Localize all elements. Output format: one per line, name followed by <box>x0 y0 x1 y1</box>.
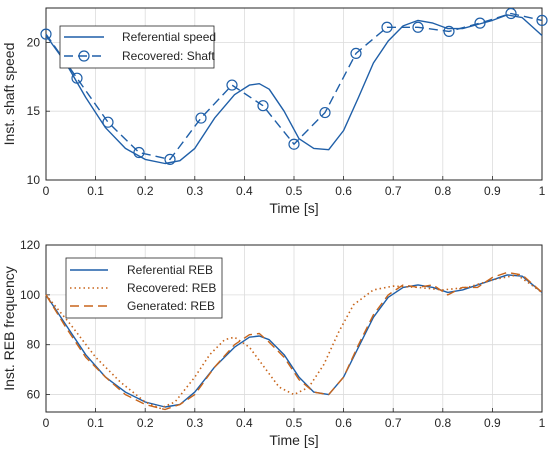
series-line-recovered-shaft <box>45 12 543 161</box>
chart-1: 0 0.1 0.2 0.3 0.4 0.5 0.6 0.7 0.8 0.9 1 10 15 20 Tim… <box>1 7 548 216</box>
x-tick-label: 0.4 <box>236 184 253 198</box>
data-point <box>164 153 176 165</box>
x-tick-label: 0.4 <box>236 416 253 430</box>
legend-label: Generated: REB <box>127 299 215 313</box>
y-tick-label: 100 <box>20 288 40 302</box>
data-point <box>257 100 269 112</box>
data-point <box>195 112 207 124</box>
x-tick-label: 0.3 <box>186 416 203 430</box>
legend: Referential speed Recovered: Shaft <box>59 25 216 69</box>
data-point <box>319 106 331 119</box>
data-point <box>443 25 455 37</box>
x-tick-label: 1 <box>539 416 546 430</box>
x-tick-label: 0.2 <box>137 184 154 198</box>
y-axis-label: Inst. REB frequency <box>1 266 17 391</box>
x-tick-label: 0 <box>43 184 50 198</box>
data-point <box>412 21 424 33</box>
legend-label: Referential speed <box>122 30 216 44</box>
y-tick-label: 60 <box>27 388 41 402</box>
x-tick-label: 0.6 <box>335 416 352 430</box>
legend-box <box>65 257 223 319</box>
data-point <box>133 146 145 159</box>
x-tick-label: 1 <box>539 184 546 198</box>
x-tick-label: 0.6 <box>335 184 352 198</box>
x-tick-label: 0.8 <box>434 416 451 430</box>
y-tick-label: 80 <box>27 338 41 352</box>
x-tick-label: 0.3 <box>186 184 203 198</box>
legend-label: Recovered: REB <box>127 281 216 295</box>
x-tick-label: 0.9 <box>484 416 501 430</box>
series-line-generated-reb <box>45 271 543 411</box>
series-line-recovered-reb <box>45 274 543 410</box>
data-point <box>505 7 517 20</box>
x-tick-label: 0.1 <box>87 416 104 430</box>
data-point <box>71 72 83 84</box>
data-point <box>102 116 114 128</box>
legend: Referential REB Recovered: REB Generated… <box>65 257 223 319</box>
y-tick-label: 15 <box>27 104 41 118</box>
data-point <box>40 28 52 40</box>
data-point <box>381 21 393 33</box>
x-ticks: 0 0.1 0.2 0.3 0.4 0.5 0.6 0.7 0.8 0.9 1 <box>43 408 546 430</box>
data-point <box>474 17 486 29</box>
x-ticks: 0 0.1 0.2 0.3 0.4 0.5 0.6 0.7 0.8 0.9 1 <box>43 176 546 198</box>
legend-label: Recovered: Shaft <box>122 49 215 63</box>
x-tick-label: 0.7 <box>385 416 402 430</box>
series-group <box>40 7 548 165</box>
x-tick-label: 0.7 <box>385 184 402 198</box>
data-point <box>226 79 238 91</box>
legend-marker-circle <box>78 50 90 62</box>
chart-2: 0 0.1 0.2 0.3 0.4 0.5 0.6 0.7 0.8 0.9 1 60 80 100 120… <box>1 238 546 448</box>
series-group <box>45 271 543 411</box>
x-tick-label: 0 <box>43 416 50 430</box>
y-ticks: 60 80 100 120 <box>20 238 50 402</box>
y-tick-label: 20 <box>27 35 41 49</box>
data-point <box>536 14 548 26</box>
legend-label: Referential REB <box>127 263 213 277</box>
y-tick-label: 120 <box>20 238 40 252</box>
data-point <box>288 138 300 150</box>
x-tick-label: 0.9 <box>484 184 501 198</box>
x-axis-label: Time [s] <box>269 432 318 448</box>
data-point <box>350 47 362 60</box>
x-tick-label: 0.8 <box>434 184 451 198</box>
x-tick-label: 0.1 <box>87 184 104 198</box>
y-tick-label: 10 <box>27 173 41 187</box>
x-tick-label: 0.5 <box>286 416 303 430</box>
x-axis-label: Time [s] <box>269 200 318 216</box>
x-tick-label: 0.2 <box>137 416 154 430</box>
y-axis-label: Inst. shaft speed <box>1 43 17 146</box>
y-ticks: 10 15 20 <box>27 35 50 187</box>
x-tick-label: 0.5 <box>286 184 303 198</box>
